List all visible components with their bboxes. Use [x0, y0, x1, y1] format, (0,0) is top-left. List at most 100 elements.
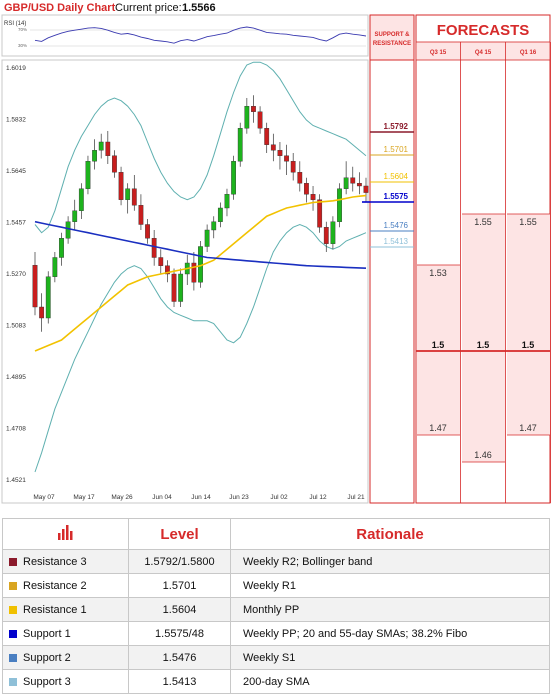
table-row: Resistance 2 1.5701 Weekly R1: [2, 573, 550, 598]
rationale-cell: 200-day SMA: [230, 669, 550, 694]
rationale-header: Rationale: [230, 518, 550, 550]
candle-body: [284, 155, 289, 162]
level-name-cell: Support 2: [2, 645, 129, 670]
candle-body: [290, 161, 296, 173]
candle-body: [164, 265, 170, 275]
sma-55-line: [34, 194, 367, 352]
level-name: Resistance 3: [23, 555, 87, 568]
forecast-low-value: 1.46: [474, 450, 492, 460]
x-tick-label: Jun 04: [152, 494, 172, 501]
rsi-line: [34, 26, 367, 44]
candle-body: [350, 177, 356, 184]
current-price-value: 1.5566: [182, 2, 216, 14]
forecast-quarter-0: Q3 15: [430, 50, 447, 56]
level-name-cell: Support 3: [2, 669, 129, 694]
candle-body: [204, 229, 210, 247]
rationale-cell: Monthly PP: [230, 597, 550, 622]
rsi-panel: [1, 14, 369, 57]
candle-body: [191, 262, 197, 283]
sr-levels-area: [369, 59, 415, 504]
main-plot-area: [1, 59, 369, 504]
sr-level-s3: 1.5413: [384, 237, 409, 246]
candle-body: [72, 210, 78, 222]
candle-body: [251, 106, 256, 112]
rationale-cell: Weekly R1: [230, 573, 550, 598]
color-swatch: [9, 653, 17, 662]
sma-200-line: [34, 220, 367, 269]
candle-body: [237, 128, 243, 162]
y-tick-label: 1.6019: [6, 65, 26, 72]
level-name-cell: Resistance 2: [2, 573, 129, 598]
candle-body: [85, 161, 91, 189]
candle-body: [217, 207, 223, 222]
table-icon-header: [2, 518, 129, 550]
candle-body: [224, 194, 230, 209]
candle-body: [178, 273, 184, 302]
candle-body: [112, 155, 117, 173]
candle-body: [356, 183, 362, 187]
forecasts-header-row: [415, 41, 551, 61]
candle-body: [39, 306, 45, 319]
level-value-cell: 1.5604: [128, 597, 231, 622]
sr-level-s2: 1.5476: [384, 221, 409, 230]
forecast-range-bg: [462, 214, 505, 462]
color-swatch: [9, 581, 17, 590]
candle-body: [52, 257, 58, 277]
rsi-tick-30: 30%: [18, 43, 27, 48]
table-row: Resistance 1 1.5604 Monthly PP: [2, 597, 550, 622]
candle-body: [244, 106, 250, 129]
candle-body: [98, 141, 104, 151]
candle-body: [270, 144, 276, 151]
candle-body: [231, 161, 236, 195]
rsi-label: RSI (14): [4, 21, 26, 27]
color-swatch: [9, 557, 17, 566]
candle-body: [145, 224, 150, 239]
y-tick-label: 1.5457: [6, 220, 26, 227]
level-value-cell: 1.5476: [128, 645, 231, 670]
color-swatch: [9, 677, 17, 686]
rsi-tick-70: 70%: [18, 27, 27, 32]
candle-body: [310, 194, 316, 200]
level-name: Support 1: [23, 627, 71, 640]
bollinger-upper-line: [34, 61, 367, 234]
bar-chart-icon: [57, 525, 72, 540]
color-swatch: [9, 629, 17, 638]
rationale-cell: Weekly PP; 20 and 55-day SMAs; 38.2% Fib…: [230, 621, 550, 646]
table-row: Support 1 1.5575/48 Weekly PP; 20 and 55-d…: [2, 621, 550, 646]
forecast-high-value: 1.55: [474, 217, 492, 227]
y-tick-label: 1.5645: [6, 168, 26, 175]
candle-body: [317, 199, 323, 228]
chart-title: GBP/USD Daily Chart: [4, 2, 116, 14]
candle-body: [363, 185, 369, 193]
sr-level-r2: 1.5701: [384, 145, 409, 154]
level-value-cell: 1.5575/48: [128, 621, 231, 646]
candle-body: [211, 221, 217, 231]
candle-body: [125, 188, 131, 200]
x-tick-label: May 17: [73, 494, 95, 501]
level-name: Resistance 1: [23, 603, 87, 616]
candle-body: [151, 238, 157, 258]
candle-body: [323, 227, 329, 244]
forecast-mid-value: 1.5: [477, 340, 490, 350]
forecast-mid-value: 1.5: [522, 340, 535, 350]
bollinger-lower-line: [34, 223, 367, 473]
x-tick-label: May 07: [33, 494, 55, 501]
level-name-cell: Resistance 3: [2, 549, 129, 574]
x-tick-label: Jul 02: [270, 494, 288, 501]
table-row: Support 3 1.5413 200-day SMA: [2, 669, 550, 694]
rationale-cell: Weekly R2; Bollinger band: [230, 549, 550, 574]
forecast-high-value: 1.53: [429, 268, 447, 278]
candle-body: [138, 205, 144, 225]
level-header: Level: [128, 518, 231, 550]
table-row: Support 2 1.5476 Weekly S1: [2, 645, 550, 670]
sr-level-r1: 1.5604: [384, 172, 409, 181]
chart-figure: GBP/USD Daily Chart Current price: 1.556…: [1, 2, 551, 504]
forecast-quarter-1: Q4 15: [475, 50, 492, 56]
y-tick-label: 1.5083: [6, 322, 26, 329]
candle-body: [65, 221, 71, 239]
x-tick-label: Jun 14: [191, 494, 211, 501]
forecast-range-bg: [417, 265, 460, 435]
candle-body: [59, 238, 64, 258]
table-row: Resistance 3 1.5792/1.5800 Weekly R2; Boll…: [2, 549, 550, 574]
forecasts-title: FORECASTS: [437, 22, 530, 39]
